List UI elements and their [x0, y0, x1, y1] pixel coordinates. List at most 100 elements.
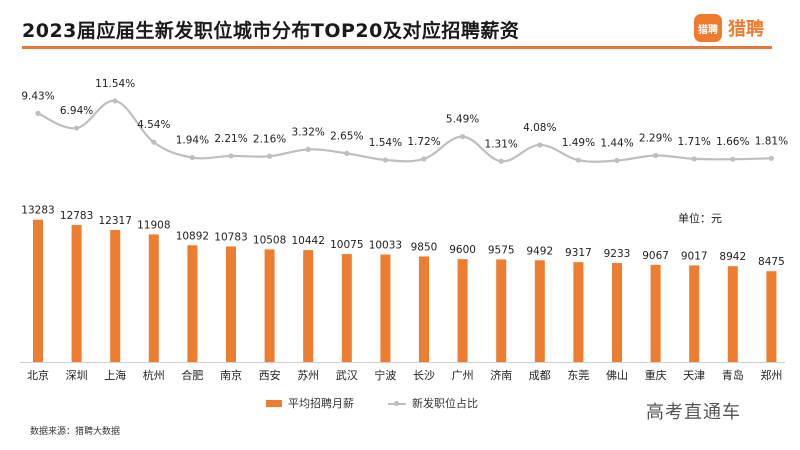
- bar-value-label: 9575: [488, 244, 515, 256]
- bar-value-label: 10508: [253, 234, 286, 246]
- bar-value-label: 9317: [565, 247, 592, 259]
- category-label: 上海: [104, 368, 126, 382]
- share-value-label: 1.72%: [407, 136, 440, 148]
- share-value-label: 11.54%: [95, 78, 135, 90]
- category-label: 长沙: [413, 369, 435, 382]
- bar-合肥: [187, 245, 198, 362]
- bar-value-label: 10783: [214, 231, 247, 243]
- bar-value-label: 9017: [681, 250, 708, 262]
- category-label: 南京: [220, 368, 242, 382]
- share-point-成都: [537, 142, 543, 148]
- bar-郑州: [766, 271, 777, 362]
- category-label: 合肥: [181, 368, 203, 382]
- bar-value-label: 9492: [526, 245, 553, 257]
- share-value-label: 1.49%: [562, 137, 595, 149]
- title-divider: [22, 46, 772, 49]
- share-point-南京: [228, 153, 234, 159]
- bar-value-label: 10033: [369, 240, 402, 252]
- bar-value-label: 10442: [291, 235, 324, 247]
- share-value-label: 3.32%: [292, 126, 325, 138]
- share-point-佛山: [614, 157, 620, 164]
- share-value-label: 1.31%: [485, 138, 518, 150]
- share-value-label: 4.08%: [523, 122, 556, 134]
- bar-value-label: 10075: [330, 239, 363, 251]
- share-value-label: 1.71%: [678, 136, 711, 148]
- legend-bar-swatch: [266, 399, 282, 407]
- category-label: 深圳: [66, 369, 88, 382]
- share-line: [37, 99, 772, 163]
- category-label: 郑州: [760, 368, 782, 382]
- data-source: 数据来源：猎聘大数据: [30, 427, 121, 437]
- legend-label-salary: 平均招聘月薪: [288, 397, 354, 410]
- bar-长沙: [419, 256, 429, 362]
- share-value-label: 2.65%: [330, 130, 363, 142]
- share-value-label: 1.54%: [369, 137, 402, 149]
- bar-宁波: [380, 254, 391, 362]
- bar-佛山: [612, 263, 622, 362]
- bar-杭州: [148, 234, 159, 362]
- share-value-label: 2.29%: [639, 132, 672, 144]
- bar-天津: [689, 265, 700, 362]
- bar-value-label: 9600: [449, 244, 476, 256]
- share-point-杭州: [151, 139, 157, 145]
- share-point-武汉: [344, 150, 350, 156]
- watermark: 高考直通车: [646, 402, 741, 423]
- share-value-label: 9.43%: [21, 90, 54, 102]
- share-point-苏州: [305, 146, 311, 153]
- category-label: 青岛: [722, 368, 744, 382]
- chart-title: 2023届应届生新发职位城市分布TOP20及对应招聘薪资: [22, 20, 520, 42]
- share-value-label: 1.94%: [176, 135, 209, 147]
- legend: 平均招聘月薪 新发职位占比: [266, 395, 478, 411]
- category-label: 苏州: [297, 369, 319, 382]
- bar-上海: [110, 230, 121, 362]
- bar-西安: [264, 249, 275, 362]
- bar-value-label: 11908: [137, 219, 170, 231]
- category-label: 广州: [452, 369, 474, 382]
- bar-value-label: 8475: [758, 256, 785, 268]
- category-label: 成都: [529, 369, 551, 382]
- share-point-合肥: [189, 154, 195, 161]
- category-label: 杭州: [143, 368, 165, 382]
- share-point-东莞: [575, 157, 582, 163]
- bar-value-label: 8942: [719, 251, 746, 263]
- liepin-logo-icon: 猎聘: [694, 14, 722, 42]
- share-point-长沙: [421, 156, 427, 162]
- brand-name: 猎聘: [728, 19, 764, 40]
- category-label: 宁波: [374, 368, 396, 382]
- category-label: 佛山: [606, 369, 628, 382]
- share-value-label: 5.49%: [446, 114, 479, 126]
- legend-line-swatch: [388, 400, 406, 407]
- bar-苏州: [303, 250, 314, 362]
- category-label: 天津: [683, 369, 705, 382]
- bar-深圳: [71, 225, 82, 362]
- bar-青岛: [727, 266, 738, 362]
- share-value-label: 6.94%: [60, 105, 93, 117]
- bar-北京: [33, 219, 43, 362]
- bar-成都: [534, 260, 545, 362]
- share-point-深圳: [74, 125, 80, 131]
- share-point-北京: [35, 110, 41, 116]
- category-label: 西安: [259, 368, 281, 382]
- bar-广州: [457, 259, 468, 362]
- bar-value-label: 9233: [604, 248, 631, 260]
- unit-label: 单位：元: [678, 212, 722, 225]
- legend-label-share: 新发职位占比: [412, 397, 478, 410]
- share-value-label: 1.66%: [716, 136, 749, 148]
- share-point-天津: [691, 156, 697, 162]
- share-value-label: 2.16%: [253, 133, 286, 145]
- legend-item-share: 新发职位占比: [388, 395, 478, 411]
- bar-value-label: 9067: [642, 250, 669, 262]
- share-point-广州: [460, 134, 466, 140]
- share-value-label: 2.21%: [214, 133, 247, 145]
- bar-南京: [226, 246, 236, 362]
- bar-东莞: [573, 262, 584, 362]
- bar-value-label: 12783: [60, 210, 93, 222]
- share-value-label: 4.54%: [137, 119, 170, 131]
- share-point-青岛: [730, 156, 736, 162]
- brand: 猎聘 猎聘: [694, 14, 764, 42]
- share-point-上海: [112, 98, 118, 104]
- bar-value-label: 13283: [21, 205, 54, 217]
- category-label: 济南: [490, 368, 512, 382]
- category-label: 东莞: [567, 369, 589, 382]
